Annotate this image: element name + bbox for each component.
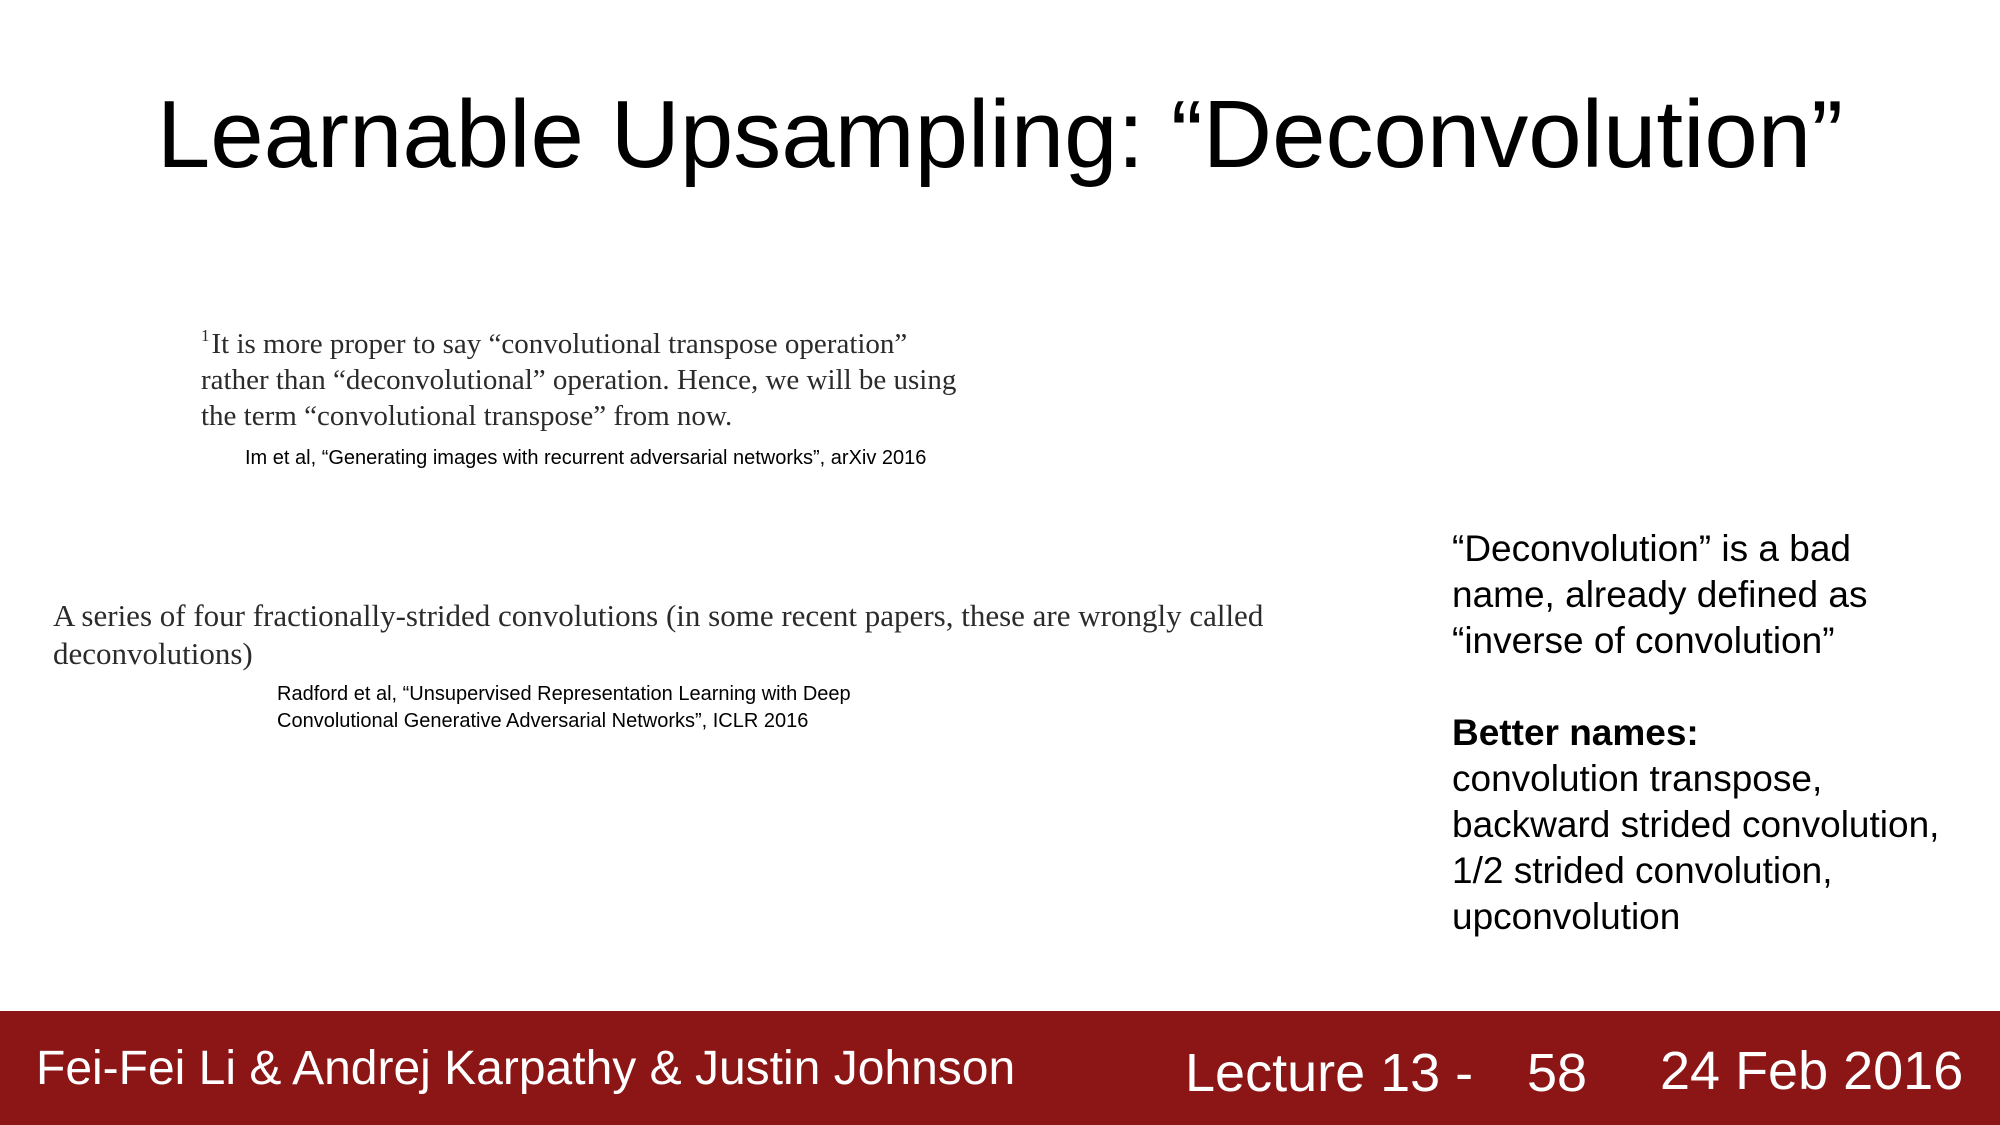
- better-name-item: 1/2 strided convolution,: [1452, 850, 1833, 891]
- footer-lecture: Lecture 13 -: [1185, 1043, 1474, 1103]
- citation-radford: Radford et al, “Unsupervised Representat…: [277, 681, 851, 735]
- footnote-marker: 1: [201, 326, 210, 345]
- footer-date: 24 Feb 2016: [1660, 1041, 1964, 1101]
- note-line: “Deconvolution” is a bad: [1452, 528, 1851, 569]
- note-line: “inverse of convolution”: [1452, 620, 1835, 661]
- footer-page-number: 58: [1527, 1043, 1588, 1103]
- footer-bar: Fei-Fei Li & Andrej Karpathy & Justin Jo…: [0, 1011, 2000, 1125]
- note-line: name, already defined as: [1452, 574, 1868, 615]
- citation-line: Convolutional Generative Adversarial Net…: [277, 710, 809, 732]
- better-name-item: upconvolution: [1452, 896, 1681, 937]
- better-name-item: backward strided convolution,: [1452, 804, 1940, 845]
- citation-line: Radford et al, “Unsupervised Representat…: [277, 683, 851, 705]
- slide-title: Learnable Upsampling: “Deconvolution”: [156, 81, 1844, 188]
- better-names-heading: Better names:: [1452, 712, 1699, 753]
- quote-line: rather than “deconvolutional” operation.…: [201, 364, 957, 396]
- quote-line: the term “convolutional transpose” from …: [201, 400, 733, 432]
- naming-note: “Deconvolution” is a bad name, already d…: [1452, 526, 1939, 940]
- quote-excerpt-radford: A series of four fractionally-strided co…: [53, 597, 1263, 673]
- footer-authors: Fei-Fei Li & Andrej Karpathy & Justin Jo…: [36, 1042, 1016, 1095]
- quote-line: 1It is more proper to say “convolutional…: [201, 326, 908, 360]
- quote-line: A series of four fractionally-strided co…: [53, 598, 1264, 633]
- quote-excerpt-im: 1It is more proper to say “convolutional…: [201, 318, 956, 434]
- quote-line: deconvolutions): [53, 636, 253, 671]
- better-name-item: convolution transpose,: [1452, 758, 1823, 799]
- citation-im: Im et al, “Generating images with recurr…: [245, 447, 927, 469]
